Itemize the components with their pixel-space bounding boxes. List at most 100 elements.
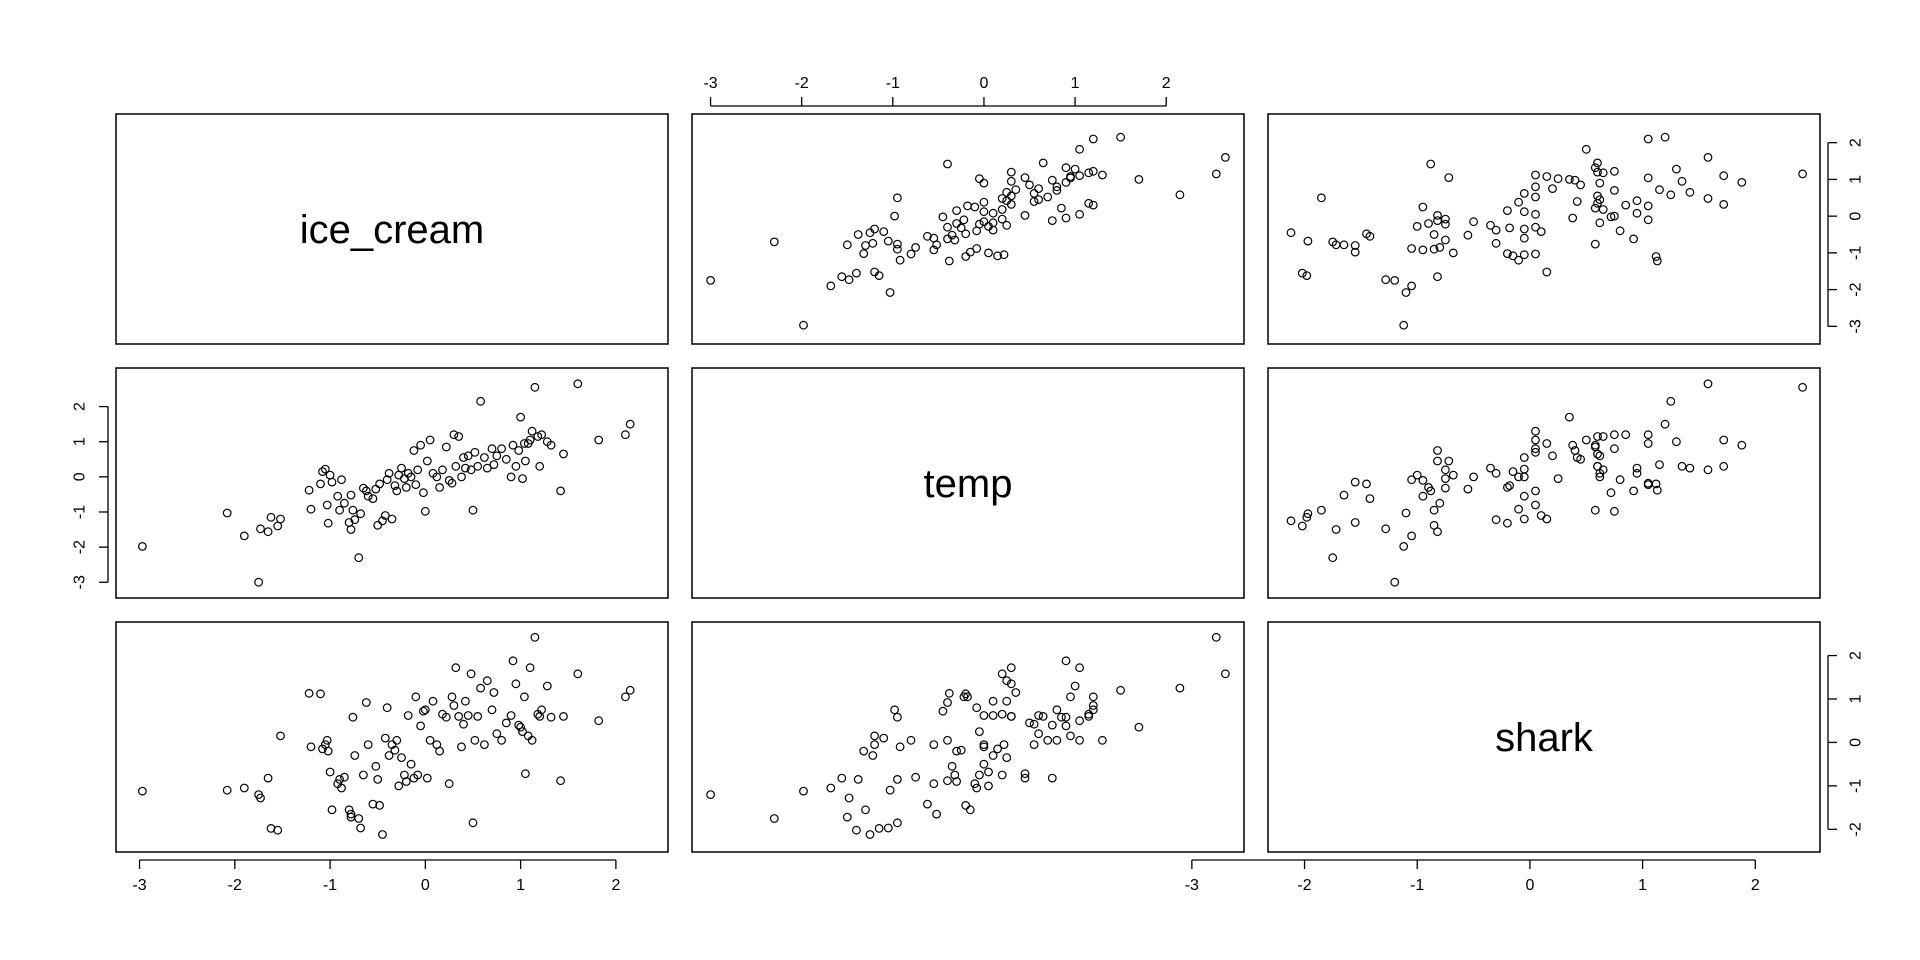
data-point [1006, 167, 1016, 177]
data-point [322, 735, 332, 745]
data-point [1286, 228, 1296, 238]
data-point [470, 735, 480, 745]
panel-shark-vs-ice_cream [115, 621, 669, 853]
data-point [972, 244, 982, 253]
data-point [885, 785, 895, 795]
tick-label: -2 [72, 540, 89, 554]
data-point [1061, 656, 1071, 666]
data-point [1514, 504, 1523, 514]
data-point [1576, 454, 1585, 464]
data-point [318, 744, 327, 754]
data-point [769, 814, 779, 823]
data-point [874, 824, 884, 833]
data-point [979, 178, 989, 188]
data-point [449, 430, 459, 440]
data-point [1424, 219, 1433, 228]
data-point [943, 698, 952, 707]
data-point [961, 252, 971, 261]
data-point [1339, 490, 1349, 500]
data-point [1412, 470, 1422, 480]
data-point [1609, 430, 1619, 440]
data-point [1531, 426, 1540, 436]
data-point [1029, 188, 1039, 198]
data-point [535, 461, 545, 471]
data-point [859, 249, 869, 259]
data-point [956, 745, 966, 755]
data-point [1685, 463, 1695, 473]
data-point [1034, 195, 1043, 205]
data-point [1448, 248, 1458, 258]
tick-label: 0 [72, 472, 89, 481]
data-point [527, 426, 537, 436]
data-point [263, 527, 273, 537]
data-point [1598, 168, 1608, 178]
data-point [842, 240, 852, 250]
panel-shark-vs-shark: shark [1267, 621, 1821, 853]
data-point [384, 468, 394, 478]
data-point [1595, 451, 1605, 461]
data-point [979, 197, 989, 207]
data-point [1671, 437, 1681, 447]
tick-label: -2 [1848, 822, 1865, 836]
data-point [1632, 468, 1642, 478]
data-point [444, 476, 454, 485]
data-point [457, 472, 466, 482]
data-point [943, 735, 952, 745]
panel-frame [1267, 113, 1821, 345]
data-point [1034, 729, 1043, 739]
data-point [1798, 382, 1807, 392]
data-point [1052, 185, 1062, 195]
data-point [1570, 175, 1580, 185]
data-point [447, 692, 457, 702]
data-point [1440, 483, 1450, 493]
data-point [837, 773, 847, 783]
data-point [273, 825, 283, 835]
data-point [413, 770, 423, 780]
data-point [890, 705, 899, 715]
data-point [1531, 486, 1540, 496]
data-point [1006, 176, 1016, 186]
data-point [842, 812, 852, 822]
data-point [537, 430, 546, 440]
data-point [392, 735, 402, 745]
data-point [473, 712, 483, 721]
data-point [1390, 577, 1400, 587]
data-point [1052, 735, 1062, 745]
data-point [322, 500, 332, 510]
tick-label: 1 [516, 877, 525, 894]
data-point [852, 825, 861, 835]
data-point [394, 781, 404, 791]
data-point [346, 809, 356, 819]
data-point [359, 483, 368, 493]
data-point [451, 461, 461, 471]
data-point [480, 453, 489, 462]
data-point [965, 247, 975, 257]
data-point [1519, 207, 1529, 217]
data-point [346, 525, 356, 534]
data-point [883, 823, 893, 833]
data-point [361, 698, 371, 707]
data-point [1365, 494, 1375, 504]
data-point [972, 703, 982, 713]
data-point [1433, 210, 1442, 220]
data-point [1595, 178, 1605, 188]
tick-label: 0 [1848, 212, 1865, 221]
data-point [1615, 226, 1625, 236]
data-point [1703, 465, 1713, 475]
data-point [1429, 230, 1439, 239]
data-point [1084, 198, 1094, 208]
data-point [1297, 268, 1307, 278]
data-point [1025, 180, 1034, 190]
data-point [1444, 173, 1454, 183]
data-point [508, 440, 518, 450]
data-point [239, 531, 249, 541]
data-point [323, 518, 333, 528]
data-point [923, 231, 932, 241]
data-point [1350, 247, 1360, 257]
data-point [1331, 525, 1341, 534]
data-point [1719, 435, 1729, 445]
data-point [1719, 171, 1729, 181]
tick-label: 2 [72, 402, 89, 411]
tick-label: -1 [1410, 877, 1424, 894]
panel-ice_cream-vs-temp [691, 113, 1245, 345]
